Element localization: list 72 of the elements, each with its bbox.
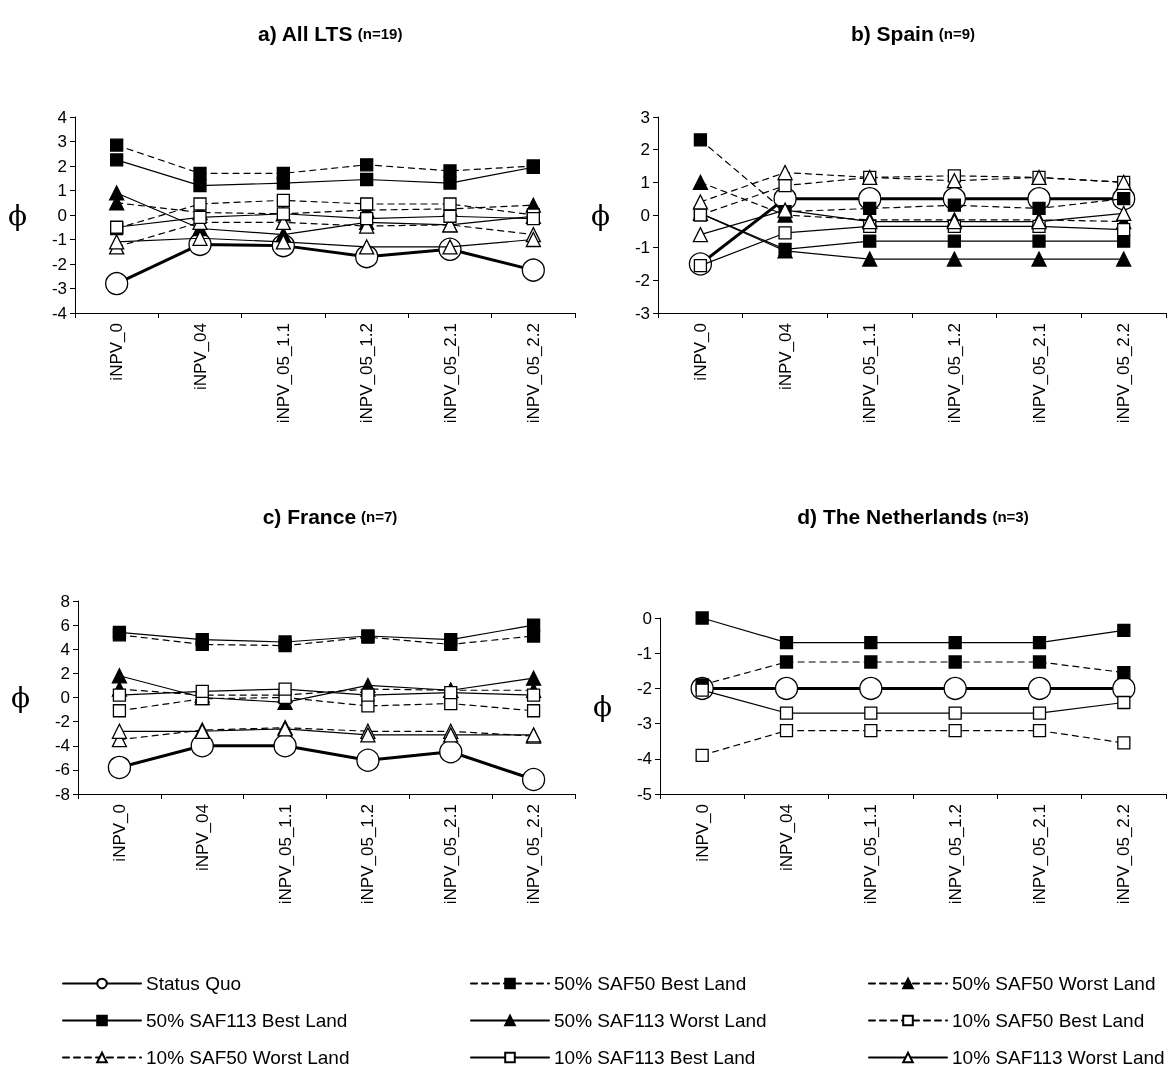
x-tick-label: iNPV_05_1.2: [945, 804, 965, 905]
legend-label: 10% SAF50 Worst Land: [146, 1047, 350, 1068]
x-tick-label: iNPV_04: [192, 804, 212, 872]
x-tick-label: iNPV_05_2.2: [1114, 804, 1134, 905]
x-tick-label: iNPV_04: [775, 323, 795, 391]
y-tick-label: -4: [636, 749, 652, 769]
y-axis-title: ϕ: [592, 689, 612, 723]
x-tick-label: iNPV_05_2.1: [441, 804, 461, 905]
x-tick-label: iNPV_05_1.1: [275, 804, 295, 905]
y-axis-title: ϕ: [7, 198, 27, 232]
y-tick-label: -2: [54, 712, 70, 732]
x-tick-label: iNPV_05_2.2: [1114, 323, 1134, 424]
chart-title: b) Spain (n=9): [850, 22, 976, 45]
x-tick-label: iNPV_0: [109, 804, 129, 862]
x-tick-label: iNPV_05_1.1: [273, 323, 293, 424]
y-tick-label: 3: [57, 132, 67, 151]
legend-label: 10% SAF113 Worst Land: [952, 1047, 1165, 1068]
legend-label: 50% SAF113 Best Land: [146, 1010, 348, 1031]
y-tick-label: -1: [634, 238, 651, 258]
legend-label: 50% SAF50 Best Land: [554, 973, 747, 994]
y-tick-label: -3: [634, 303, 651, 323]
y-tick-label: 4: [60, 639, 70, 659]
x-tick-label: iNPV_05_2.1: [440, 323, 460, 424]
y-tick-label: -4: [54, 736, 70, 756]
y-tick-label: 2: [640, 140, 651, 160]
y-tick-label: -6: [54, 760, 70, 780]
chart-title: a) All LTS (n=19): [257, 22, 403, 45]
y-tick-label: -2: [636, 678, 652, 698]
chart-title: d) The Netherlands (n=3): [797, 505, 1029, 528]
y-tick-label: 8: [60, 591, 70, 611]
legend-label: 10% SAF113 Best Land: [554, 1047, 756, 1068]
y-tick-label: 3: [640, 107, 651, 127]
y-tick-label: -8: [54, 784, 70, 804]
y-tick-label: -4: [51, 303, 67, 323]
y-tick-label: 2: [57, 156, 67, 176]
x-tick-label: iNPV_05_2.2: [523, 323, 543, 424]
x-tick-label: iNPV_04: [777, 804, 796, 872]
y-tick-label: 6: [60, 615, 70, 635]
legend-label: Status Quo: [146, 973, 242, 994]
y-tick-label: -3: [51, 279, 67, 298]
y-axis-title: ϕ: [590, 198, 611, 232]
legend-label: 50% SAF50 Worst Land: [952, 973, 1156, 994]
x-tick-label: iNPV_04: [190, 323, 210, 391]
y-tick-label: 4: [57, 107, 67, 127]
y-tick-label: -5: [636, 784, 652, 804]
y-tick-label: 2: [60, 663, 70, 683]
x-tick-label: iNPV_0: [107, 323, 127, 381]
y-tick-label: -2: [51, 254, 67, 274]
y-tick-label: -1: [636, 643, 652, 663]
legend-label: 50% SAF113 Worst Land: [554, 1010, 767, 1031]
x-tick-label: iNPV_0: [690, 323, 710, 381]
x-tick-label: iNPV_05_2.1: [1030, 804, 1049, 905]
x-tick-label: iNPV_05_1.1: [860, 323, 880, 424]
x-tick-label: iNPV_0: [692, 804, 712, 862]
x-tick-label: iNPV_05_2.1: [1029, 323, 1049, 424]
y-axis-title: ϕ: [10, 681, 30, 714]
x-tick-label: iNPV_05_2.2: [524, 804, 544, 905]
y-tick-label: -3: [636, 714, 652, 734]
y-tick-label: 1: [640, 172, 651, 192]
y-tick-label: -1: [51, 230, 67, 249]
x-tick-label: iNPV_05_1.2: [357, 323, 377, 424]
y-tick-label: 1: [57, 181, 67, 200]
chart-title: c) France (n=7): [262, 505, 398, 528]
y-tick-label: 0: [640, 205, 651, 225]
y-tick-label: -2: [634, 270, 651, 290]
y-tick-label: 0: [642, 608, 652, 628]
x-tick-label: iNPV_05_1.2: [358, 804, 378, 905]
legend-label: 10% SAF50 Best Land: [952, 1010, 1145, 1031]
x-tick-label: iNPV_05_1.1: [861, 804, 881, 905]
y-tick-label: 0: [60, 688, 70, 707]
y-tick-label: 0: [57, 205, 67, 225]
x-tick-label: iNPV_05_1.2: [944, 323, 964, 424]
